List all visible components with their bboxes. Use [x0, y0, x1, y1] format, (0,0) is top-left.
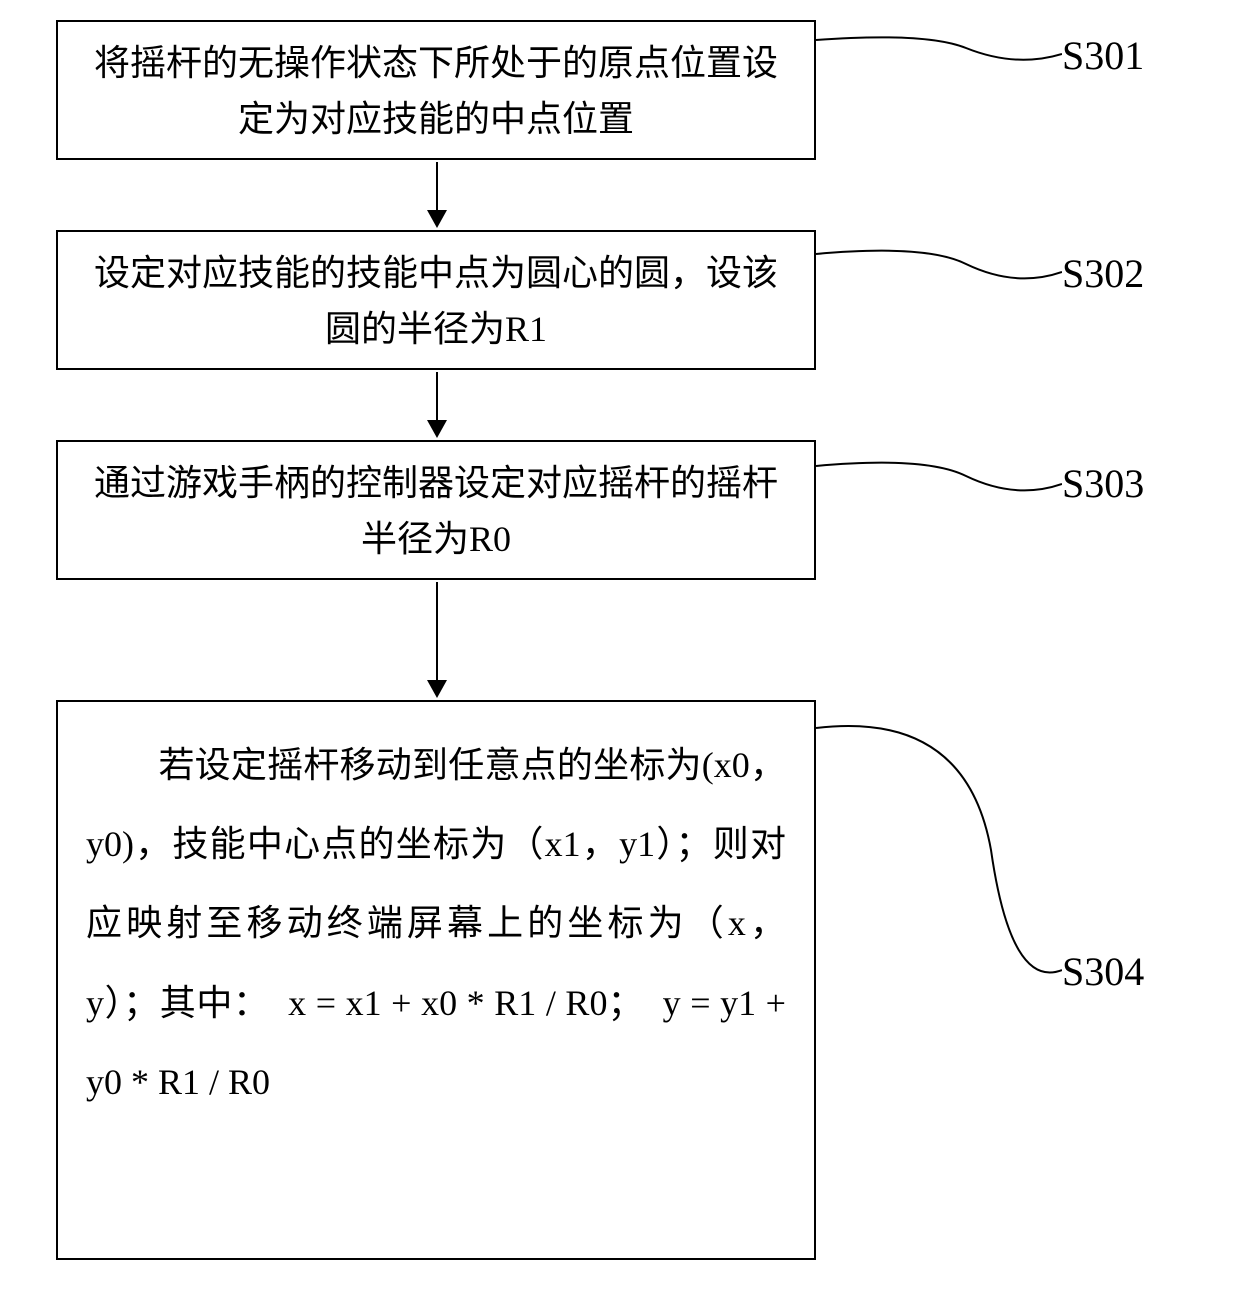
flowchart-box-step1: 将摇杆的无操作状态下所处于的原点位置设定为对应技能的中点位置: [56, 20, 816, 160]
flowchart-box-step2: 设定对应技能的技能中点为圆心的圆，设该圆的半径为R1: [56, 230, 816, 370]
box-text: 若设定摇杆移动到任意点的坐标为(x0，y0)，技能中心点的坐标为（x1，y1）；…: [86, 745, 786, 1102]
flowchart-box-step4: 若设定摇杆移动到任意点的坐标为(x0，y0)，技能中心点的坐标为（x1，y1）；…: [56, 700, 816, 1260]
arrow-step3-step4: [436, 582, 438, 696]
flowchart-label-s303: S303: [1062, 460, 1144, 507]
box-text: 将摇杆的无操作状态下所处于的原点位置设定为对应技能的中点位置: [94, 43, 778, 139]
connector-s302: [816, 244, 1062, 292]
label-text: S304: [1062, 949, 1144, 994]
connector-s304: [816, 720, 1062, 1000]
connector-s301: [816, 32, 1062, 72]
flowchart-label-s304: S304: [1062, 948, 1144, 995]
box-text: 通过游戏手柄的控制器设定对应摇杆的摇杆半径为R0: [94, 463, 778, 559]
arrow-step1-step2: [436, 162, 438, 226]
flowchart-box-step3: 通过游戏手柄的控制器设定对应摇杆的摇杆半径为R0: [56, 440, 816, 580]
connector-s303: [816, 456, 1062, 504]
label-text: S302: [1062, 251, 1144, 296]
label-text: S301: [1062, 33, 1144, 78]
arrow-step2-step3: [436, 372, 438, 436]
box-text: 设定对应技能的技能中点为圆心的圆，设该圆的半径为R1: [94, 253, 778, 349]
flowchart-container: 将摇杆的无操作状态下所处于的原点位置设定为对应技能的中点位置 S301 设定对应…: [0, 0, 1240, 1290]
flowchart-label-s302: S302: [1062, 250, 1144, 297]
label-text: S303: [1062, 461, 1144, 506]
flowchart-label-s301: S301: [1062, 32, 1144, 79]
